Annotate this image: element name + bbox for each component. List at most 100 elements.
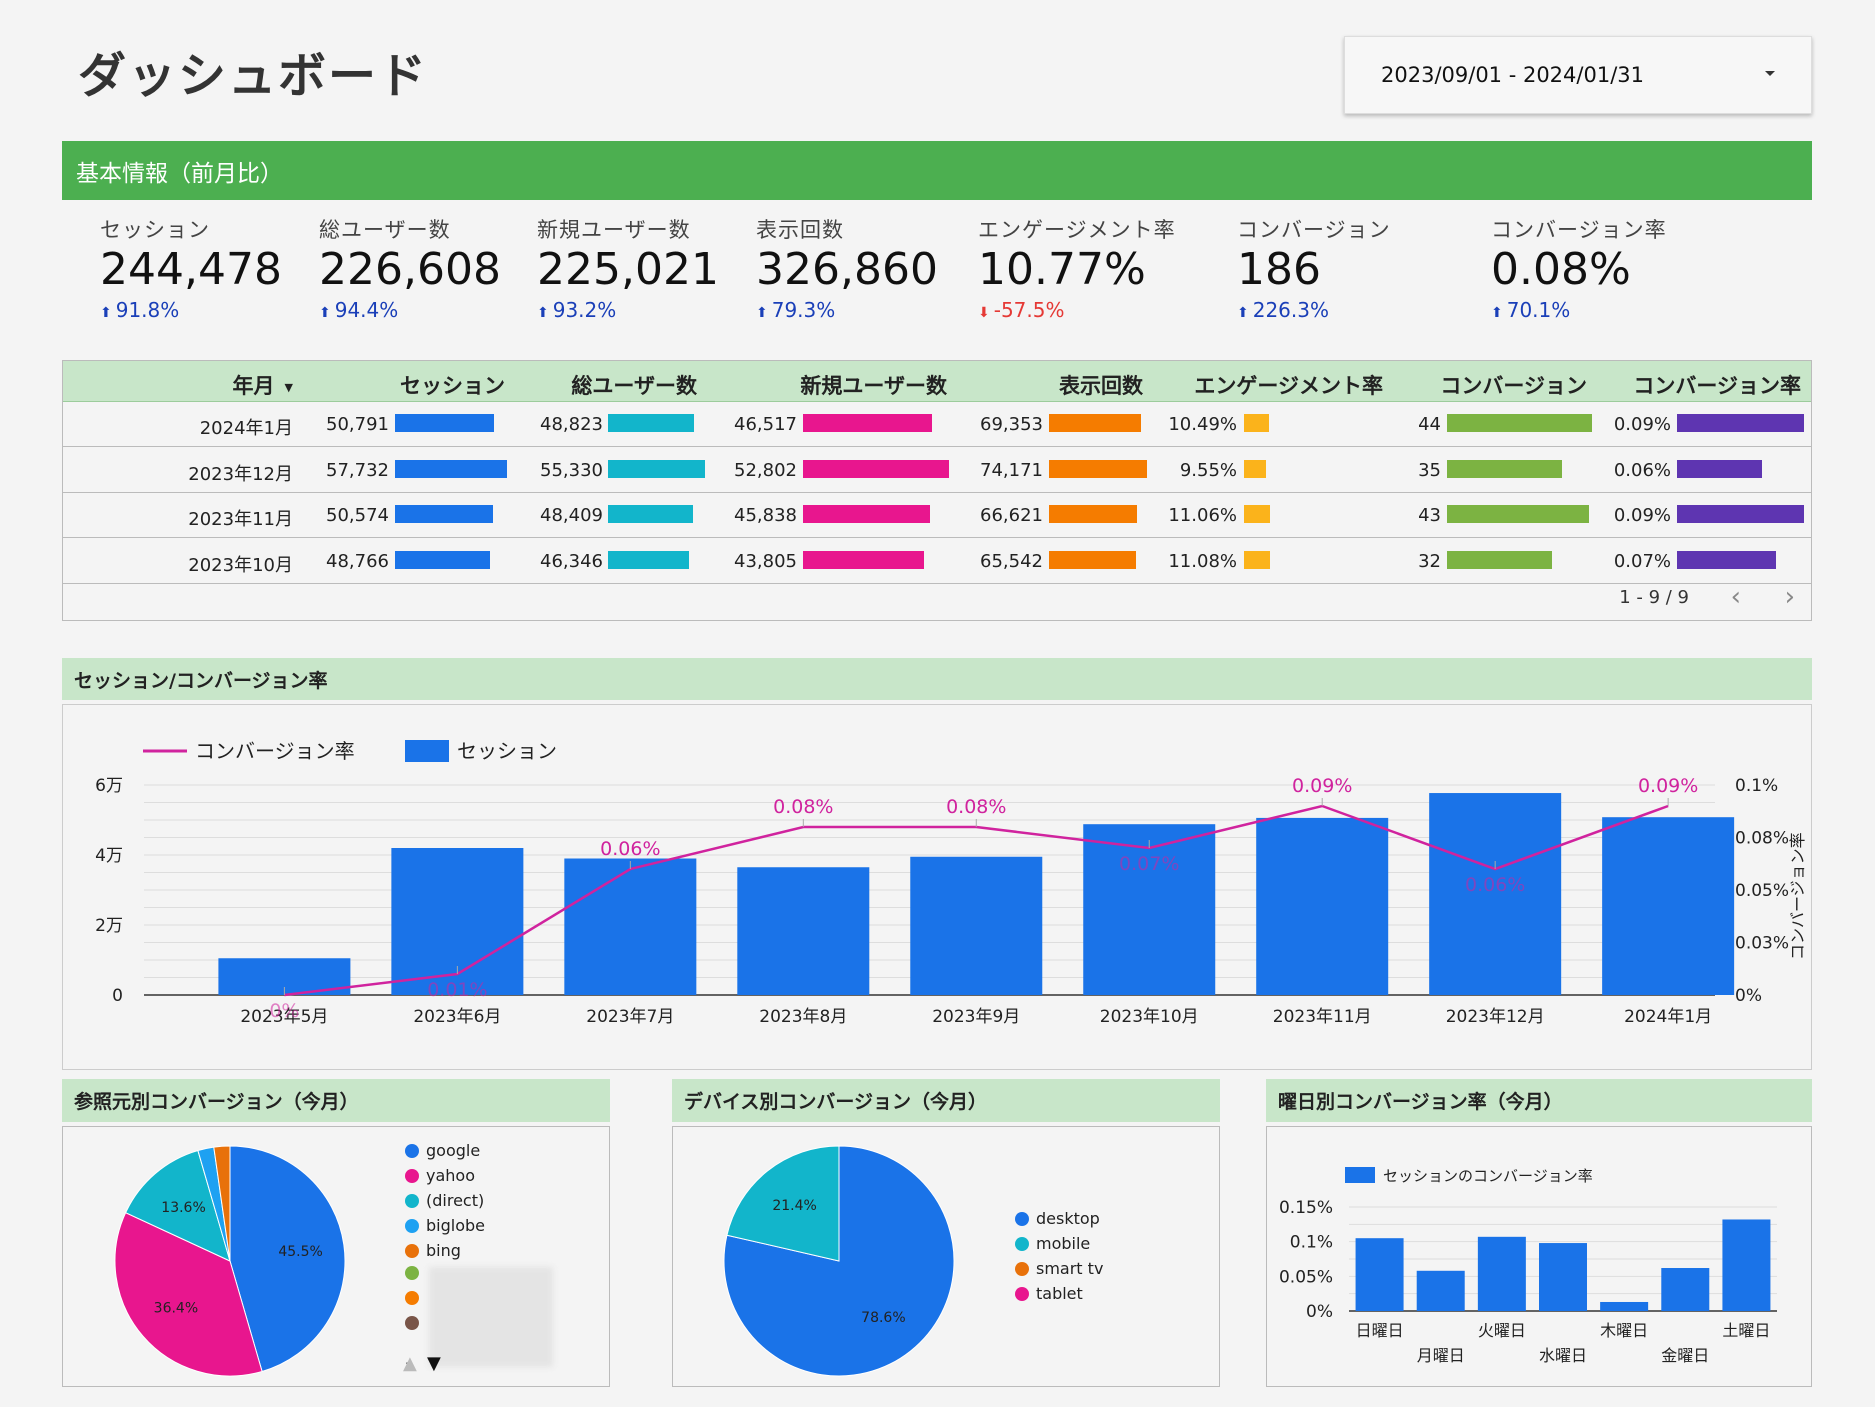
y-tick: 0%: [1306, 1302, 1333, 1322]
kpi-delta-value: 94.4%: [334, 298, 399, 323]
kpi-value: 186: [1237, 244, 1321, 295]
row-bar: [803, 459, 949, 478]
date-range-picker[interactable]: 2023/09/01 - 2024/01/31: [1344, 36, 1812, 114]
y-tick-left: 2万: [95, 916, 123, 936]
pie-slice: [213, 1145, 231, 1262]
legend-prev-icon[interactable]: ▲: [403, 1353, 417, 1374]
x-tick-label: 2023年12月: [1446, 1007, 1545, 1027]
legend-item: bing: [405, 1241, 461, 1260]
legend-dot: [405, 1193, 419, 1208]
device-chart-panel: 78.6% 21.4% desktop mobile smart tv tablet: [672, 1126, 1220, 1387]
line-data-label: 0%: [269, 1000, 299, 1022]
legend-dot: [1015, 1211, 1029, 1226]
weekday-chart-panel: 0% 0.05% 0.1% 0.15% 日曜日 月曜日 火曜日 水曜日 木曜日 金曜日 土曜日 セッシ…: [1266, 1126, 1812, 1387]
line-data-label: 0.06%: [600, 838, 660, 860]
kpi-card: コンバージョン 186 ⬆ 226.3%: [1237, 214, 1391, 322]
header-label: コンバージョン率: [1633, 374, 1801, 398]
y-axis-label-right: コンバージョン率: [1788, 832, 1807, 960]
row-bar: [608, 459, 705, 478]
pie-slice-label: 45.5%: [278, 1244, 322, 1260]
table-header-cell: 総ユーザー数: [571, 370, 697, 400]
session-bar: [910, 856, 1043, 995]
legend-dot: [405, 1266, 419, 1280]
kpi-label: 表示回数: [756, 218, 844, 242]
pie-slice: [229, 1145, 346, 1373]
weekday-bar: [1661, 1268, 1710, 1311]
row-value: 48,766: [326, 550, 389, 572]
kpi-value: 326,860: [756, 244, 938, 295]
header-label: セッション: [400, 374, 505, 398]
prev-page-icon[interactable]: ‹: [1730, 582, 1741, 612]
line-data-label: 0.01%: [427, 979, 487, 1001]
legend-item: (direct): [405, 1191, 484, 1210]
table-row: 2023年12月 57,732 55,330 52,802 74,171 9.55% 35 0…: [63, 448, 1811, 493]
row-bar: [1049, 550, 1136, 569]
kpi-delta: ⬇ -57.5%: [978, 298, 1176, 322]
legend-bar-swatch: [405, 740, 449, 762]
row-month: 2024年1月: [199, 418, 293, 439]
kpi-delta: ⬆ 91.8%: [100, 298, 282, 322]
row-value: 65,542: [980, 550, 1043, 572]
x-tick-label: 金曜日: [1661, 1346, 1709, 1365]
row-value: 11.08%: [1168, 550, 1237, 572]
weekday-bar: [1722, 1219, 1771, 1311]
kpi-value: 225,021: [537, 244, 719, 295]
weekday-bar: [1600, 1301, 1649, 1311]
legend-dot: [405, 1291, 419, 1305]
kpi-delta: ⬆ 226.3%: [1237, 298, 1391, 322]
x-tick-label: 2023年11月: [1273, 1007, 1372, 1027]
kpi-card: エンゲージメント率 10.77% ⬇ -57.5%: [978, 214, 1176, 322]
sort-header-month[interactable]: 年月 ▼: [233, 370, 293, 400]
y-tick-right: 0.05%: [1735, 881, 1789, 901]
x-tick-label: 木曜日: [1600, 1321, 1648, 1340]
row-value: 0.09%: [1613, 505, 1671, 526]
line-data-label: 0.07%: [1119, 853, 1179, 875]
row-bar: [395, 550, 490, 569]
row-bar: [803, 414, 932, 432]
kpi-delta-value: 93.2%: [552, 298, 617, 323]
legend-label: biglobe: [426, 1216, 485, 1235]
next-page-icon[interactable]: ›: [1784, 582, 1795, 612]
combo-chart: 0 2万 4万 6万 0% 0.03% 0.05% 0.08% 0.1% コンバージョン率 2023…: [95, 739, 1807, 1027]
chevron-down-icon[interactable]: [1765, 71, 1775, 76]
row-bar: [1677, 550, 1776, 569]
legend-item: google: [405, 1141, 480, 1160]
weekday-chart-title: 曜日別コンバージョン率（今月）: [1278, 1091, 1563, 1113]
x-tick-label: 火曜日: [1478, 1321, 1526, 1340]
arrow-up-icon: ⬆: [1491, 305, 1503, 322]
x-tick-label: 月曜日: [1417, 1346, 1465, 1365]
line-data-label: 0.09%: [1638, 775, 1698, 797]
referrer-pie-chart: 45.5% 36.4% 13.6%: [114, 1145, 346, 1377]
pie-slice-label: 21.4%: [772, 1198, 816, 1214]
row-bar: [395, 459, 507, 478]
legend-label: desktop: [1036, 1209, 1100, 1228]
row-value: 57,732: [326, 459, 389, 481]
row-value: 43: [1418, 505, 1441, 526]
kpi-label: 新規ユーザー数: [537, 218, 691, 242]
legend-label: mobile: [1036, 1234, 1091, 1253]
session-bar: [1083, 824, 1216, 995]
y-tick-right: 0.1%: [1735, 776, 1778, 796]
weekday-bar: [1539, 1243, 1587, 1311]
legend-item: mobile: [1015, 1234, 1090, 1253]
weekday-bar: [1416, 1270, 1465, 1311]
row-bar: [1447, 414, 1592, 432]
sort-desc-icon[interactable]: ▼: [284, 380, 293, 394]
legend-label: (direct): [426, 1191, 485, 1210]
legend-next-icon[interactable]: ▼: [427, 1353, 441, 1374]
row-bar: [1049, 459, 1147, 478]
kpi-value: 226,608: [319, 244, 501, 295]
weekday-bar: [1355, 1238, 1404, 1311]
row-value: 69,353: [980, 414, 1043, 435]
row-bar: [1049, 505, 1137, 523]
y-tick: 0.1%: [1290, 1233, 1333, 1253]
row-value: 52,802: [734, 459, 797, 481]
row-value: 11.06%: [1168, 505, 1237, 526]
arrow-up-icon: ⬆: [1237, 305, 1249, 322]
blurred-legend-area: [429, 1267, 553, 1367]
monthly-table: 年月 ▼ セッション 総ユーザー数 新規ユーザー数 表示回数 エンゲージメント率 コンバージョ…: [62, 360, 1812, 621]
row-value: 43,805: [734, 550, 797, 572]
line-data-label: 0.08%: [773, 796, 833, 818]
row-value: 46,517: [734, 414, 797, 435]
legend-item: tablet: [1015, 1284, 1083, 1303]
